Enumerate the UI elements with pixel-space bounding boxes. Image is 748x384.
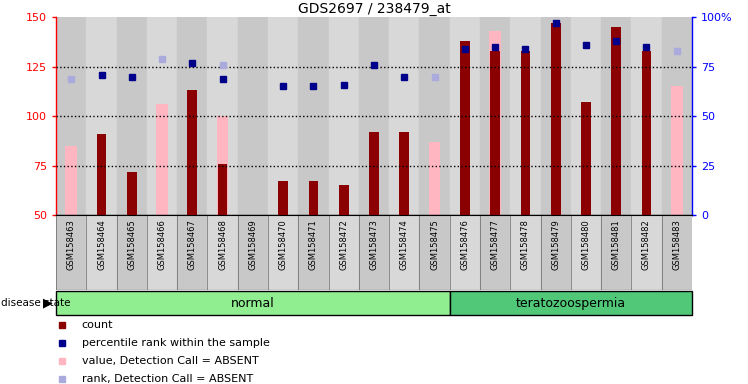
- Bar: [328, 215, 359, 290]
- Bar: [207, 215, 238, 290]
- Text: ▶: ▶: [43, 297, 52, 310]
- Bar: [218, 164, 227, 215]
- Bar: [268, 17, 298, 215]
- Bar: [56, 215, 86, 290]
- Bar: [188, 91, 197, 215]
- Text: GSM158466: GSM158466: [158, 219, 167, 270]
- Bar: [480, 17, 510, 215]
- Bar: [510, 17, 541, 215]
- Bar: [147, 17, 177, 215]
- Text: GSM158478: GSM158478: [521, 219, 530, 270]
- Bar: [56, 17, 86, 215]
- Bar: [117, 215, 147, 290]
- Bar: [662, 17, 692, 215]
- Bar: [450, 17, 480, 215]
- Bar: [631, 215, 662, 290]
- Text: GSM158471: GSM158471: [309, 219, 318, 270]
- Text: GSM158473: GSM158473: [370, 219, 378, 270]
- Bar: [309, 181, 319, 215]
- Bar: [177, 17, 207, 215]
- Bar: [571, 17, 601, 215]
- Bar: [238, 215, 268, 290]
- Bar: [389, 17, 420, 215]
- Text: GSM158477: GSM158477: [491, 219, 500, 270]
- Text: GSM158472: GSM158472: [340, 219, 349, 270]
- Bar: [96, 134, 106, 215]
- Text: GSM158464: GSM158464: [97, 219, 106, 270]
- Bar: [147, 215, 177, 290]
- Text: GSM158474: GSM158474: [399, 219, 408, 270]
- Text: GSM158479: GSM158479: [551, 219, 560, 270]
- Bar: [642, 51, 652, 215]
- Text: count: count: [82, 320, 113, 330]
- Bar: [217, 116, 228, 215]
- Bar: [420, 17, 450, 215]
- Bar: [238, 17, 268, 215]
- Bar: [601, 17, 631, 215]
- Text: GSM158469: GSM158469: [248, 219, 257, 270]
- Bar: [521, 51, 530, 215]
- Bar: [541, 215, 571, 290]
- Text: teratozoospermia: teratozoospermia: [515, 297, 626, 310]
- Bar: [207, 17, 238, 215]
- Bar: [359, 17, 389, 215]
- Bar: [489, 31, 501, 215]
- Bar: [117, 17, 147, 215]
- Bar: [298, 17, 328, 215]
- Bar: [399, 132, 409, 215]
- Text: GSM158482: GSM158482: [642, 219, 651, 270]
- Bar: [420, 215, 450, 290]
- Bar: [551, 23, 560, 215]
- Bar: [541, 17, 571, 215]
- Text: GSM158467: GSM158467: [188, 219, 197, 270]
- Text: rank, Detection Call = ABSENT: rank, Detection Call = ABSENT: [82, 374, 253, 384]
- Text: GSM158468: GSM158468: [218, 219, 227, 270]
- Bar: [601, 215, 631, 290]
- Bar: [298, 215, 328, 290]
- Text: GSM158463: GSM158463: [67, 219, 76, 270]
- Title: GDS2697 / 238479_at: GDS2697 / 238479_at: [298, 2, 450, 16]
- Bar: [450, 291, 692, 316]
- Bar: [278, 181, 288, 215]
- Bar: [510, 215, 541, 290]
- Text: GSM158483: GSM158483: [672, 219, 681, 270]
- Text: percentile rank within the sample: percentile rank within the sample: [82, 338, 269, 348]
- Text: value, Detection Call = ABSENT: value, Detection Call = ABSENT: [82, 356, 258, 366]
- Bar: [86, 17, 117, 215]
- Bar: [631, 17, 662, 215]
- Bar: [571, 215, 601, 290]
- Bar: [480, 215, 510, 290]
- Text: GSM158475: GSM158475: [430, 219, 439, 270]
- Bar: [177, 215, 207, 290]
- Bar: [450, 215, 480, 290]
- Text: GSM158465: GSM158465: [127, 219, 136, 270]
- Bar: [86, 215, 117, 290]
- Text: normal: normal: [231, 297, 275, 310]
- Text: GSM158476: GSM158476: [460, 219, 469, 270]
- Bar: [611, 27, 621, 215]
- Bar: [460, 41, 470, 215]
- Bar: [156, 104, 168, 215]
- Text: disease state: disease state: [1, 298, 70, 308]
- Bar: [56, 291, 450, 316]
- Bar: [339, 185, 349, 215]
- Text: GSM158470: GSM158470: [279, 219, 288, 270]
- Bar: [429, 142, 441, 215]
- Text: GSM158481: GSM158481: [612, 219, 621, 270]
- Bar: [268, 215, 298, 290]
- Bar: [490, 51, 500, 215]
- Bar: [127, 172, 137, 215]
- Bar: [359, 215, 389, 290]
- Bar: [370, 132, 378, 215]
- Bar: [662, 215, 692, 290]
- Text: GSM158480: GSM158480: [581, 219, 590, 270]
- Bar: [581, 102, 591, 215]
- Bar: [328, 17, 359, 215]
- Bar: [65, 146, 77, 215]
- Bar: [671, 86, 683, 215]
- Bar: [389, 215, 420, 290]
